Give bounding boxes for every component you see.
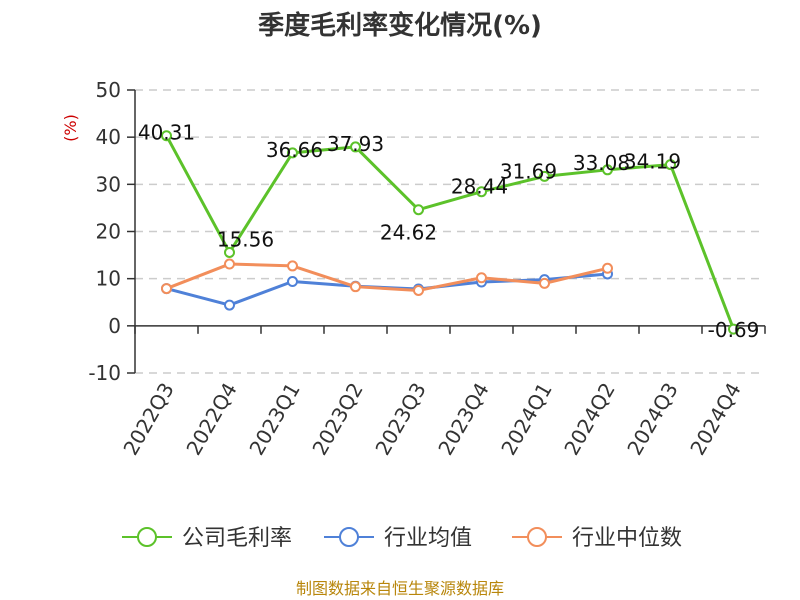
data-point [224, 246, 235, 258]
legend-label: 行业均值 [384, 526, 472, 551]
y-tick-labels: -10 0 10 20 30 40 50 [88, 78, 121, 385]
data-point [161, 130, 172, 142]
axes [127, 89, 766, 374]
data-point [413, 204, 424, 216]
x-tick-label: 2023Q1 [244, 379, 304, 460]
data-label: 33.08 [573, 151, 630, 175]
data-point [287, 260, 298, 272]
legend: 公司毛利率 行业均值 行业中位数 [122, 526, 682, 551]
y-tick-label: 20 [96, 220, 121, 244]
y-tick-label: 40 [96, 125, 121, 149]
legend-item: 行业均值 [324, 526, 472, 551]
data-point [287, 275, 298, 287]
legend-item: 行业中位数 [512, 526, 682, 551]
series-layer [161, 130, 739, 335]
y-tick-label: 50 [96, 78, 121, 102]
y-tick-label: 0 [108, 314, 121, 338]
data-point [602, 262, 613, 274]
x-tick-labels: 2022Q3 2022Q4 2023Q1 2023Q2 2023Q3 2023Q4 2024… [118, 379, 745, 460]
x-tick-label: 2024Q3 [622, 379, 682, 460]
y-tick-label: 10 [96, 267, 121, 291]
data-point [539, 277, 550, 289]
x-tick-label: 2023Q2 [307, 379, 367, 460]
data-point [539, 170, 550, 182]
series-line [165, 262, 608, 292]
data-point [476, 186, 487, 198]
data-point [350, 281, 361, 293]
data-label: 15.56 [217, 227, 274, 251]
y-tick-label: 30 [96, 172, 121, 196]
legend-swatch-marker [527, 527, 547, 547]
data-label: 37.93 [327, 132, 384, 156]
x-tick-label: 2022Q4 [181, 379, 241, 460]
legend-swatch-marker [137, 527, 157, 547]
data-point [287, 147, 298, 159]
y-axis-unit-label: (%) [61, 114, 80, 142]
x-tick-label: 2023Q3 [370, 379, 430, 460]
data-label: 34.19 [624, 150, 681, 174]
data-label: 31.69 [500, 159, 557, 183]
legend-label: 行业中位数 [572, 526, 682, 551]
x-tick-label: 2024Q1 [496, 379, 556, 460]
data-point [413, 284, 424, 296]
legend-item: 公司毛利率 [122, 526, 292, 551]
legend-swatch-marker [339, 527, 359, 547]
data-point [224, 299, 235, 311]
x-tick-label: 2022Q3 [118, 379, 178, 460]
x-tick-label: 2024Q4 [685, 379, 745, 460]
chart-title: 季度毛利率变化情况(%) [258, 10, 542, 41]
data-label: 36.66 [266, 138, 323, 162]
data-point [728, 323, 739, 335]
series-line [165, 134, 735, 330]
data-label: 28.44 [451, 175, 508, 199]
source-note: 制图数据来自恒生聚源数据库 [296, 579, 504, 598]
x-tick-label: 2023Q4 [433, 379, 493, 460]
data-point [665, 159, 676, 171]
data-point [224, 258, 235, 270]
data-point [161, 283, 172, 295]
data-point [476, 272, 487, 284]
data-label: -0.69 [708, 318, 760, 342]
data-point [350, 141, 361, 153]
data-label: 24.62 [380, 221, 437, 245]
y-tick-label: -10 [88, 361, 121, 385]
data-point [602, 164, 613, 176]
x-tick-label: 2024Q2 [559, 379, 619, 460]
grid-lines [135, 89, 765, 374]
legend-label: 公司毛利率 [182, 526, 292, 551]
data-label: 40.31 [138, 121, 195, 145]
